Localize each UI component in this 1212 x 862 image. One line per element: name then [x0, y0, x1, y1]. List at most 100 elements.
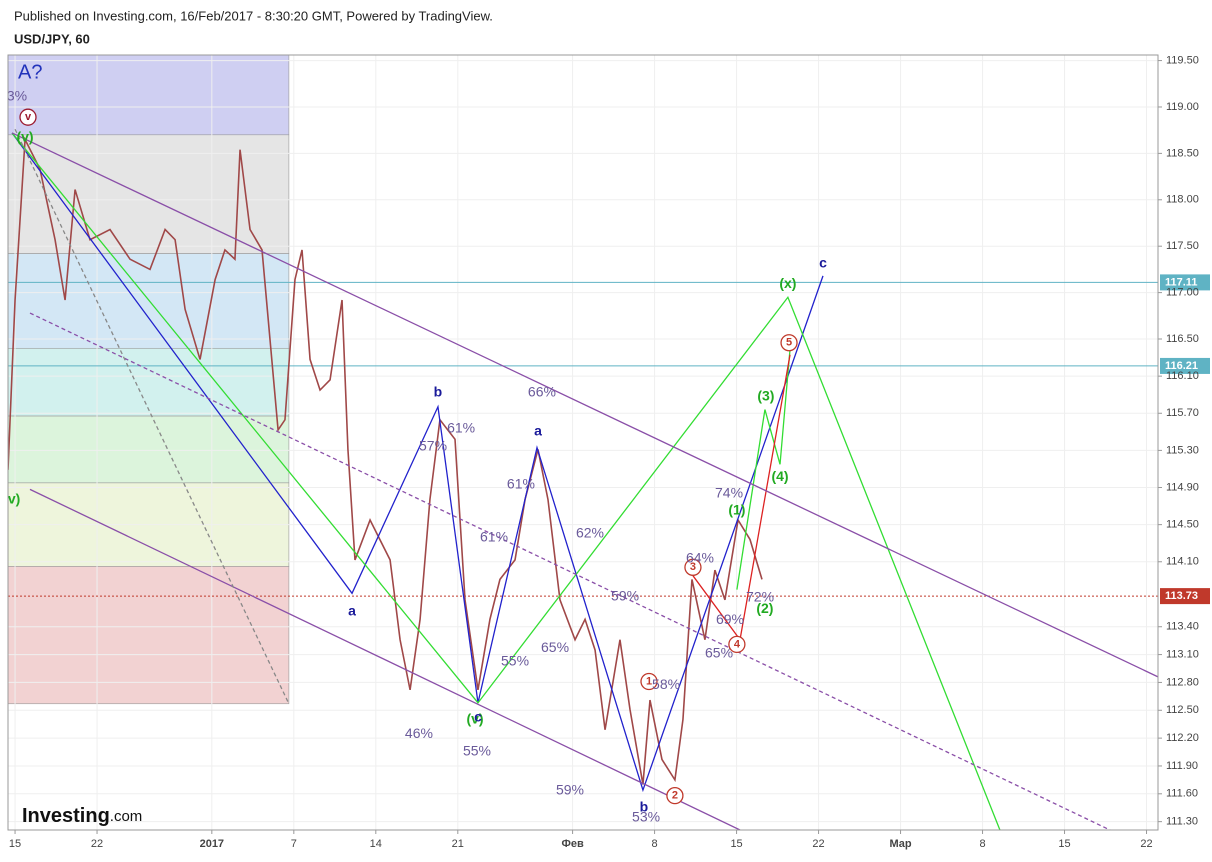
annotation: (3): [757, 387, 774, 403]
header-symbol: USD/JPY, 60: [14, 31, 90, 46]
x-tick-label: 7: [291, 838, 297, 850]
y-tick-label: 112.50: [1166, 704, 1199, 716]
y-tick-label: 116.50: [1166, 333, 1199, 345]
annotation: v): [8, 490, 20, 506]
annotation: 66%: [528, 384, 556, 400]
y-tick-label: 112.20: [1166, 732, 1199, 744]
fib-zone: [8, 415, 290, 484]
y-tick-label: 111.60: [1166, 788, 1198, 800]
annotation: (4): [771, 468, 788, 484]
y-tick-label: 115.30: [1166, 444, 1199, 456]
annotation: (1): [728, 501, 745, 517]
annotation: v: [25, 111, 32, 123]
axes: 117.11 116.21 113.73 111.30 111.60 111.90 112.…: [9, 54, 1210, 850]
y-tick-label: 112.80: [1166, 676, 1199, 688]
annotation: 5: [786, 337, 792, 349]
price-label: 113.73: [1165, 590, 1198, 602]
x-tick-label: 8: [979, 838, 985, 850]
trend-line: [29, 312, 1111, 830]
annotation: 65%: [541, 639, 569, 655]
x-tick-label: 8: [652, 838, 658, 850]
annotation: a: [348, 603, 356, 619]
price-label: 116.21: [1165, 360, 1198, 372]
y-tick-label: 118.50: [1166, 147, 1199, 159]
y-tick-label: 111.30: [1166, 816, 1198, 828]
wave-circle: [684, 558, 702, 576]
x-tick-label: 2017: [200, 838, 224, 850]
y-tick-label: 118.00: [1166, 194, 1199, 206]
y-tick-label: 114.90: [1166, 481, 1199, 493]
annotation: 3%: [7, 87, 27, 103]
annotation: 65%: [705, 644, 733, 660]
price-label-bg: [1160, 274, 1210, 291]
y-tick-label: 116.10: [1166, 370, 1199, 382]
price-label-bg: [1160, 588, 1210, 605]
fib-zone: [8, 134, 290, 254]
logo-suffix: .com: [110, 808, 143, 825]
x-tick-label: Фев: [561, 838, 584, 850]
trend-line: [736, 349, 791, 590]
annotation: 53%: [632, 809, 660, 825]
annotation: 61%: [480, 528, 508, 544]
y-tick-label: 117.00: [1166, 287, 1199, 299]
logo-name: Investing: [22, 805, 110, 827]
y-tick-label: 113.40: [1166, 621, 1199, 633]
annotation: b: [434, 384, 443, 400]
y-tick-label: 115.70: [1166, 407, 1199, 419]
annotation: 74%: [715, 485, 743, 501]
annotation: (v): [466, 710, 483, 726]
x-tick-label: 15: [1058, 838, 1070, 850]
wave-circle: [640, 672, 658, 691]
annotation: c: [819, 255, 827, 271]
x-tick-label: 22: [812, 838, 824, 850]
annotation: 64%: [686, 550, 714, 566]
x-tick-label: Мар: [889, 838, 911, 850]
wave-circle: [780, 334, 798, 352]
x-tick-label: 14: [370, 838, 382, 850]
annotation: 61%: [507, 475, 535, 491]
price-label: 117.11: [1165, 276, 1197, 288]
annotation: (v): [16, 128, 33, 144]
annotation: 3: [690, 561, 696, 573]
annotation: 59%: [556, 782, 584, 798]
y-tick-label: 111.90: [1166, 760, 1198, 772]
wave-circle: [19, 108, 37, 126]
annotation: 57%: [419, 437, 447, 453]
plot-border: [7, 54, 1159, 831]
annotation: 69%: [716, 611, 744, 627]
annotation: (2): [756, 600, 773, 616]
trend-line: [11, 132, 1001, 830]
x-tick-label: 22: [91, 838, 103, 850]
y-tick-label: 113.10: [1166, 648, 1199, 660]
annotation: b: [640, 798, 649, 814]
annotation: 1: [646, 675, 652, 687]
y-tick-label: 117.50: [1166, 240, 1199, 252]
trend-line: [29, 488, 741, 830]
annotation: 55%: [463, 743, 491, 759]
x-tick-label: 15: [730, 838, 742, 850]
wave-circle: [728, 635, 746, 654]
annotation: 59%: [611, 588, 639, 604]
annotation: 61%: [447, 420, 475, 436]
logo: Investing.com: [22, 805, 142, 827]
fib-zone: [8, 347, 290, 417]
x-tick-label: 21: [452, 838, 464, 850]
trend-line: [14, 128, 290, 705]
trend-line: [11, 132, 1158, 678]
annotation: 55%: [501, 653, 529, 669]
zone-label: A?: [18, 61, 42, 83]
price-label-bg: [1160, 357, 1210, 374]
annotation: 58%: [652, 676, 680, 692]
annotation: a: [534, 423, 542, 439]
y-tick-label: 119.50: [1166, 54, 1199, 66]
y-tick-label: 114.10: [1166, 556, 1199, 568]
x-tick-label: 15: [9, 838, 21, 850]
annotation: (x): [779, 275, 796, 291]
annotation: 72%: [746, 589, 774, 605]
y-tick-label: 119.00: [1166, 101, 1199, 113]
annotation: 62%: [576, 525, 604, 541]
annotation: c: [474, 708, 482, 724]
